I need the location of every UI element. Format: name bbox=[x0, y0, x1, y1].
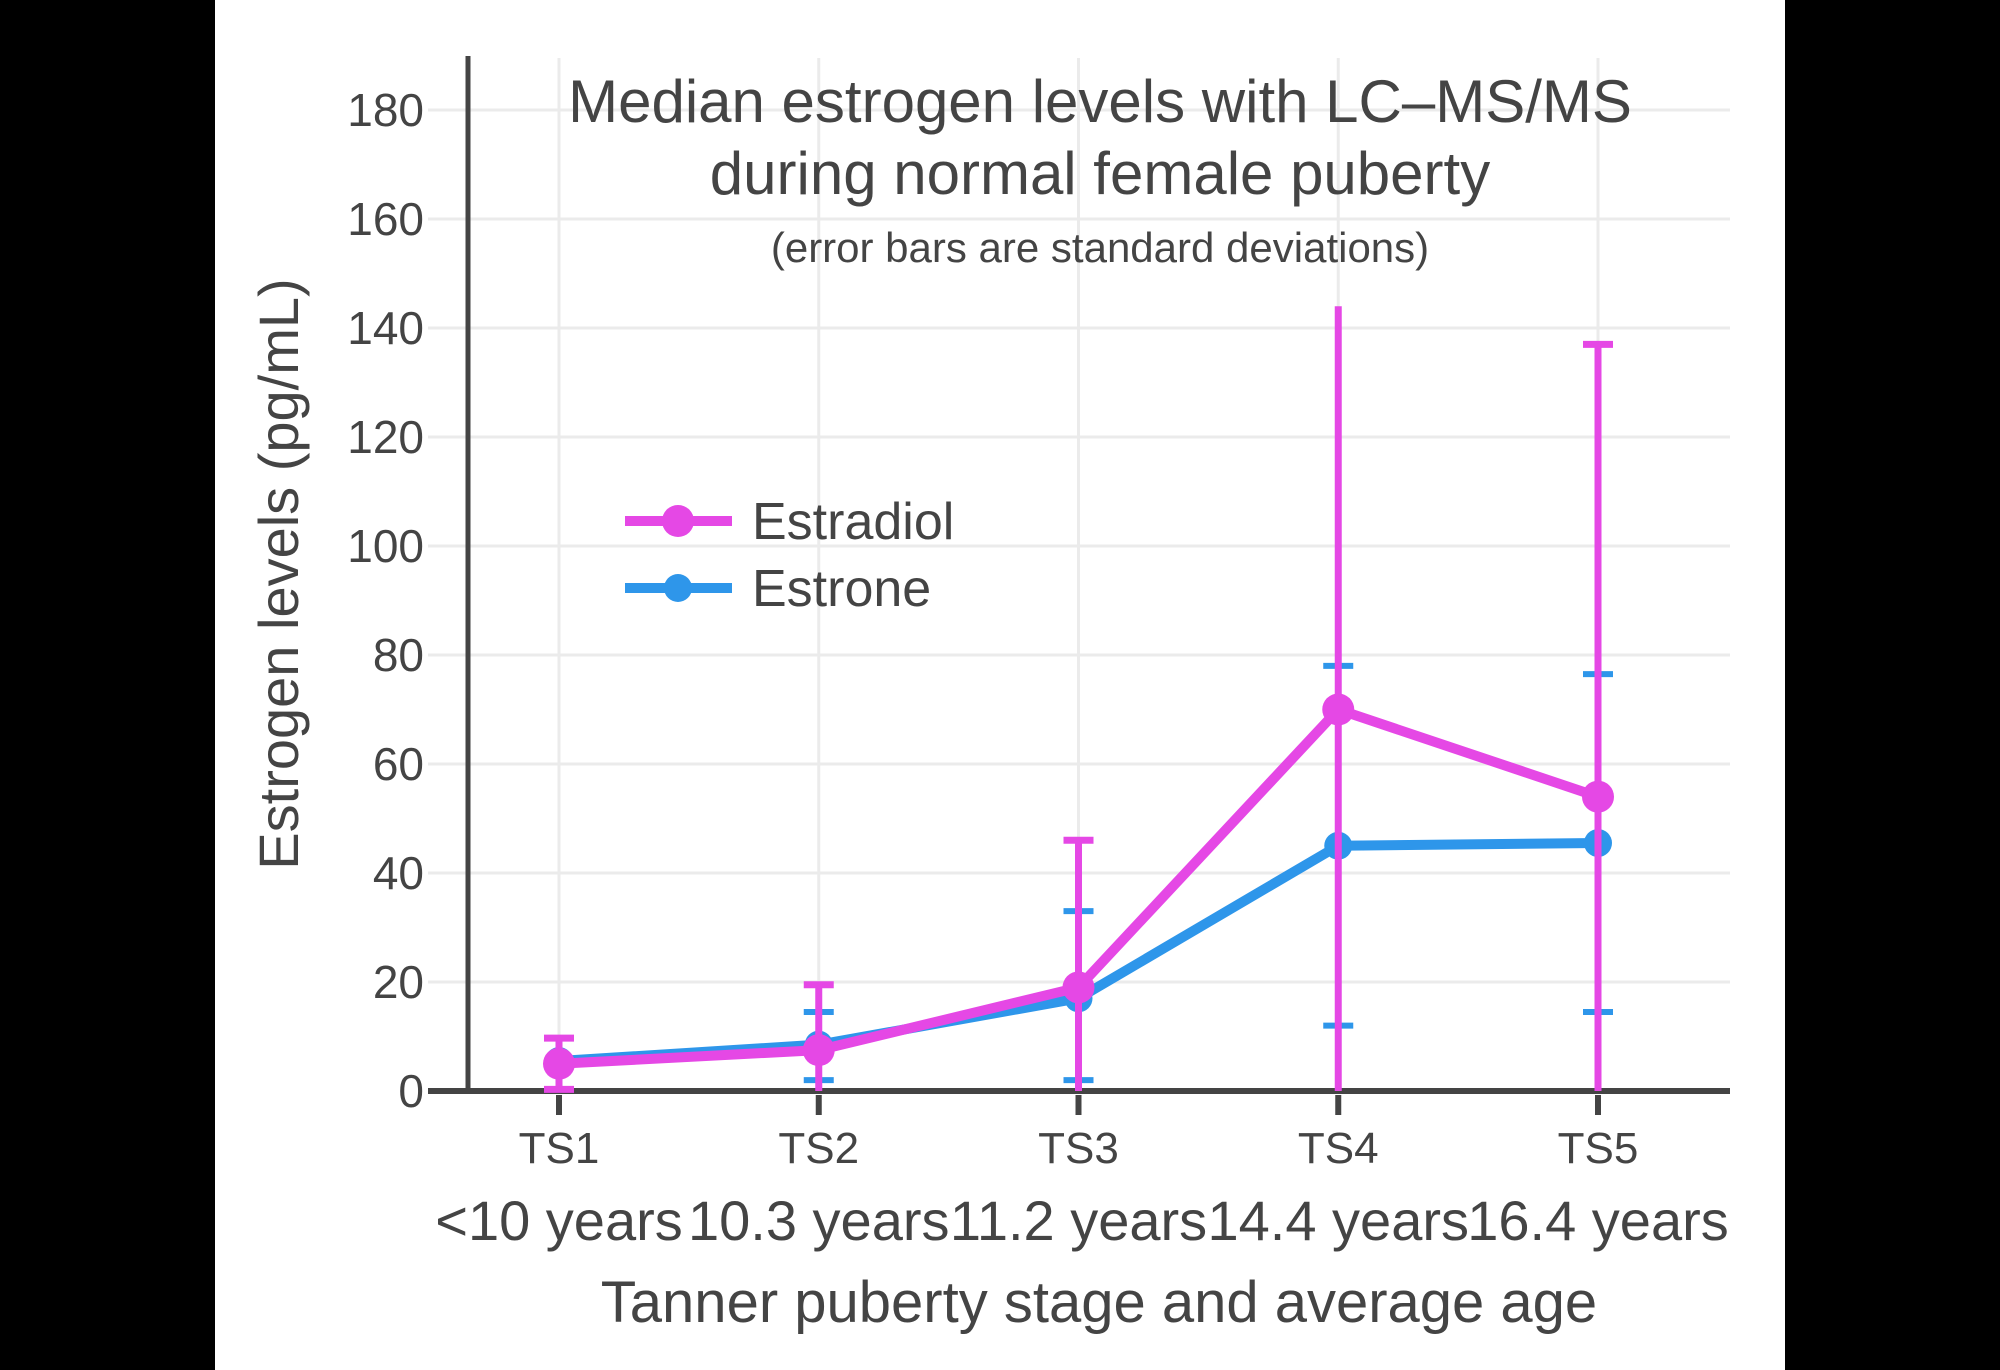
x-tick-age-label-TS3: 11.2 years bbox=[950, 1189, 1207, 1252]
x-tick-label-TS2: TS2 bbox=[778, 1124, 859, 1173]
x-tick-label-TS1: TS1 bbox=[519, 1124, 600, 1173]
legend-item-estrone: Estrone bbox=[625, 560, 931, 618]
x-tick-label-TS4: TS4 bbox=[1298, 1124, 1379, 1173]
legend: Estradiol Estrone bbox=[625, 493, 954, 618]
y-tick-label-160: 160 bbox=[347, 193, 424, 245]
marker-estradiol-TS2 bbox=[802, 1034, 835, 1067]
marker-estradiol-TS4 bbox=[1322, 693, 1355, 726]
x-tick-age-label-TS2: 10.3 years bbox=[688, 1189, 950, 1252]
y-axis-title: Estrogen levels (pg/mL) bbox=[247, 278, 310, 869]
chart-subtitle: (error bars are standard deviations) bbox=[771, 224, 1429, 271]
y-tick-label-100: 100 bbox=[347, 520, 424, 572]
x-tick-label-TS5: TS5 bbox=[1558, 1124, 1639, 1173]
legend-label-estrone: Estrone bbox=[752, 560, 931, 618]
y-tick-label-20: 20 bbox=[373, 956, 424, 1008]
plot-area: 0 20 40 60 80 100 120 140 160 180 TS1 <10 years TS2 1… bbox=[347, 56, 1730, 1252]
x-tick-age-label-TS5: 16.4 years bbox=[1467, 1189, 1729, 1252]
marker-estradiol-TS3 bbox=[1062, 971, 1095, 1004]
y-tick-label-180: 180 bbox=[347, 84, 424, 136]
x-tick-age-label-TS1: <10 years bbox=[435, 1189, 683, 1252]
y-tick-label-60: 60 bbox=[373, 738, 424, 790]
x-axis-title: Tanner puberty stage and average age bbox=[601, 1270, 1597, 1335]
chart-title-line1: Median estrogen levels with LC–MS/MS bbox=[568, 68, 1632, 135]
black-bar-left bbox=[0, 0, 215, 1370]
chart-canvas bbox=[215, 0, 1785, 1370]
x-tick-age-label-TS4: 14.4 years bbox=[1208, 1189, 1470, 1252]
marker-estradiol-TS1 bbox=[543, 1047, 575, 1080]
y-tick-label-0: 0 bbox=[398, 1065, 424, 1117]
y-tick-label-40: 40 bbox=[373, 847, 424, 899]
legend-marker-estrone bbox=[664, 574, 692, 602]
black-bar-right bbox=[1785, 0, 2000, 1370]
legend-item-estradiol: Estradiol bbox=[625, 493, 954, 551]
x-tick-label-TS3: TS3 bbox=[1038, 1124, 1119, 1173]
legend-label-estradiol: Estradiol bbox=[752, 493, 954, 551]
marker-estradiol-TS5 bbox=[1582, 780, 1614, 813]
y-tick-label-140: 140 bbox=[347, 302, 424, 354]
legend-marker-estradiol bbox=[662, 505, 694, 537]
chart-title-line2: during normal female puberty bbox=[710, 140, 1490, 207]
y-tick-label-120: 120 bbox=[347, 411, 424, 463]
y-tick-label-80: 80 bbox=[373, 629, 424, 681]
